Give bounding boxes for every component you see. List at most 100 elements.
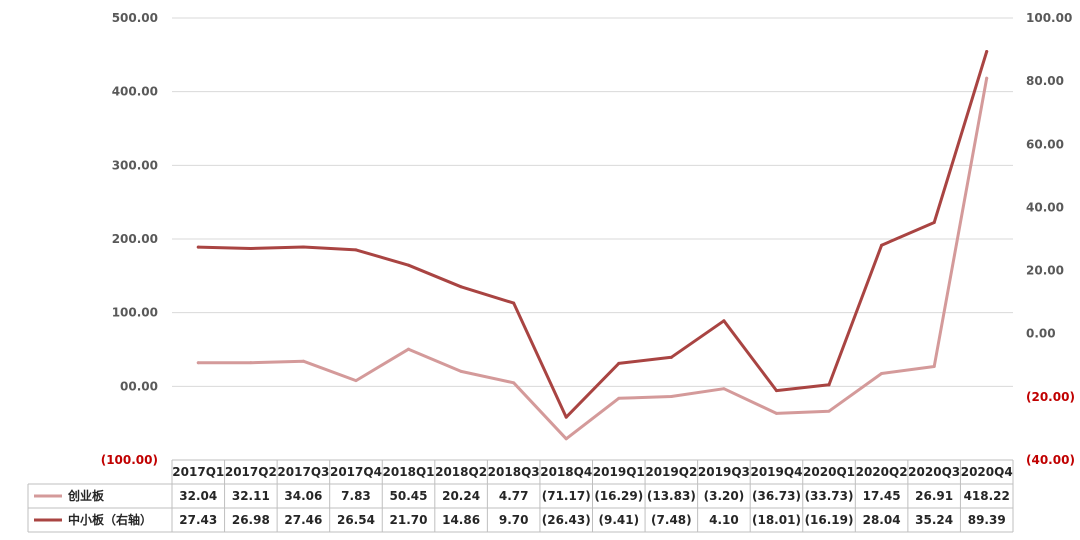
series-1-point [669,395,673,399]
series-1-point [880,371,884,375]
left-axis-tick-label: (100.00) [101,453,158,467]
left-y-axis: 500.00 400.00 300.00 200.00 100.00 00.00 (100.… [101,11,158,467]
series-1-point [459,369,463,373]
data-label: (18.01) [752,513,801,527]
series-2-point [459,285,463,289]
series-2-point [564,415,568,419]
right-axis-tick-label: 40.00 [1026,200,1064,214]
data-label: 418.22 [964,489,1010,503]
data-label: 32.11 [232,489,270,503]
right-axis-tick-label: 0.00 [1026,327,1056,341]
series-2-point [880,243,884,247]
data-label: 26.54 [337,513,375,527]
category-label: 2019Q4 [750,465,802,479]
category-label: 2020Q4 [961,465,1013,479]
left-axis-tick-label: 200.00 [112,232,158,246]
left-axis-tick-label: 100.00 [112,306,158,320]
series-1-point [407,347,411,351]
category-label: 2017Q2 [225,465,277,479]
series-line-1 [196,76,989,441]
category-label: 2019Q2 [645,465,697,479]
category-label: 2017Q3 [277,465,329,479]
series-2-point [354,248,358,252]
data-label: 26.91 [915,489,953,503]
right-axis-tick-label: (40.00) [1026,453,1075,467]
category-label: 2019Q3 [698,465,750,479]
data-label: 89.39 [968,513,1006,527]
category-label: 2020Q1 [803,465,855,479]
series-lines [196,49,989,441]
series-2-point [249,247,253,251]
series-1-point [512,381,516,385]
data-label: 35.24 [915,513,953,527]
legend-label: 创业板 [67,488,105,503]
category-label: 2019Q1 [593,465,645,479]
data-label: (71.17) [542,489,591,503]
series-2-point [512,301,516,305]
data-label: (16.19) [805,513,854,527]
data-label: 50.45 [390,489,428,503]
right-axis-tick-label: 60.00 [1026,137,1064,151]
data-label: (16.29) [594,489,643,503]
data-label: 26.98 [232,513,270,527]
legend-label: 中小板（右轴） [68,512,152,527]
category-label: 2017Q4 [330,465,382,479]
series-2-point [985,49,989,53]
category-label: 2018Q1 [383,465,435,479]
data-label: 27.43 [179,513,217,527]
data-label: 14.86 [442,513,480,527]
data-label: 17.45 [863,489,901,503]
data-label: (33.73) [805,489,854,503]
right-axis-tick-label: 100.00 [1026,11,1072,25]
data-label: 4.77 [499,489,529,503]
data-label: 20.24 [442,489,480,503]
data-label: (26.43) [542,513,591,527]
series-1-point [827,409,831,413]
left-axis-tick-label: 500.00 [112,11,158,25]
series-1-point [932,365,936,369]
series-1-point [722,387,726,391]
category-label: 2020Q2 [856,465,908,479]
data-label: 7.83 [341,489,371,503]
data-label: (36.73) [752,489,801,503]
series-1-point [301,359,305,363]
data-table: 2017Q1 2017Q2 2017Q3 2017Q4 2018Q1 2018Q2 2018… [27,459,1014,533]
series-2-point [932,220,936,224]
left-axis-tick-label: 400.00 [112,85,158,99]
series-1-point [249,361,253,365]
series-line-2 [196,50,989,419]
series-2-point [669,355,673,359]
series-2-point [196,245,200,249]
data-label: 4.10 [709,513,739,527]
series-2-point [407,263,411,267]
data-label: (3.20) [704,489,745,503]
series-2-point [774,389,778,393]
data-label: (13.83) [647,489,696,503]
category-label: 2017Q1 [172,465,224,479]
right-axis-tick-label: 20.00 [1026,264,1064,278]
category-label: 2018Q2 [435,465,487,479]
series-2-point [722,319,726,323]
category-label: 2020Q3 [908,465,960,479]
left-axis-tick-label: 00.00 [120,379,158,393]
series-2-point [827,383,831,387]
right-y-axis: 100.00 80.00 60.00 40.00 20.00 0.00 (20.00) (40… [1026,11,1075,467]
series-1-point [564,437,568,441]
series-1-point [617,396,621,400]
data-label: 34.06 [284,489,322,503]
data-label: 28.04 [863,513,901,527]
right-axis-tick-label: 80.00 [1026,74,1064,88]
data-label: (9.41) [598,513,639,527]
series-1-point [985,76,989,80]
data-label: 9.70 [499,513,529,527]
data-label: 32.04 [179,489,217,503]
category-label: 2018Q4 [540,465,592,479]
data-label: (7.48) [651,513,692,527]
series-1-point [196,361,200,365]
left-axis-tick-label: 300.00 [112,158,158,172]
series-1-point [774,411,778,415]
series-1-point [354,379,358,383]
series-2-point [301,245,305,249]
series-2-point [617,361,621,365]
